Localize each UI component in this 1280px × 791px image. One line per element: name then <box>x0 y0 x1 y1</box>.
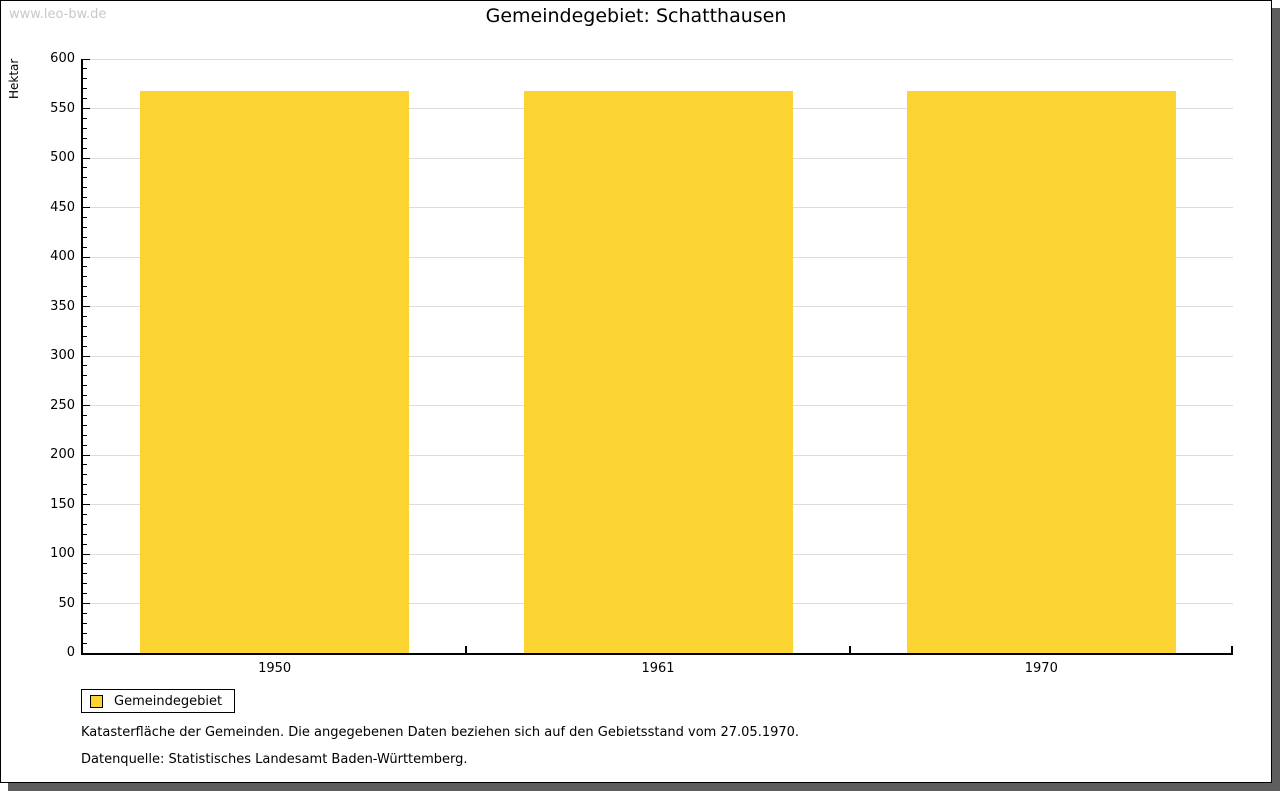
y-minor-tick-320 <box>83 335 87 337</box>
y-tick-label-600: 600 <box>50 51 75 66</box>
y-minor-tick-270 <box>83 385 87 387</box>
y-tick-label-200: 200 <box>50 447 75 462</box>
y-minor-tick-490 <box>83 167 87 169</box>
footer-source: Datenquelle: Statistisches Landesamt Bad… <box>81 752 468 767</box>
y-minor-tick-380 <box>83 276 87 278</box>
y-minor-tick-310 <box>83 345 87 347</box>
y-minor-tick-260 <box>83 395 87 397</box>
chart-title: Gemeindegebiet: Schatthausen <box>485 5 787 27</box>
y-minor-tick-10 <box>83 642 87 644</box>
y-minor-tick-470 <box>83 187 87 189</box>
y-major-tick-50 <box>83 603 90 604</box>
y-minor-tick-570 <box>83 88 87 90</box>
y-major-tick-100 <box>83 553 90 555</box>
y-minor-tick-110 <box>83 543 87 545</box>
watermark-leo-bw: www.leo-bw.de <box>9 7 107 22</box>
y-minor-tick-160 <box>83 494 87 496</box>
y-minor-tick-80 <box>83 573 87 575</box>
x-boundary-tick-2 <box>848 646 851 653</box>
y-minor-tick-440 <box>83 216 87 218</box>
y-minor-tick-290 <box>83 365 87 367</box>
y-tick-label-350: 350 <box>50 298 75 314</box>
y-minor-tick-280 <box>83 375 87 377</box>
y-tick-label-250: 250 <box>50 397 75 413</box>
y-minor-tick-460 <box>83 197 87 199</box>
x-axis-end-tick <box>1231 646 1233 653</box>
y-minor-tick-420 <box>83 236 87 238</box>
y-minor-tick-530 <box>83 127 87 129</box>
legend-label-gemeindegebiet: Gemeindegebiet <box>114 693 223 709</box>
x-tick-label-1970: 1970 <box>1024 661 1058 676</box>
y-minor-tick-120 <box>83 533 87 535</box>
x-tick-label-1950: 1950 <box>258 661 292 676</box>
y-axis-title: Hektar <box>7 58 21 99</box>
y-minor-tick-230 <box>83 424 87 426</box>
y-minor-tick-240 <box>83 414 87 416</box>
y-minor-tick-140 <box>83 513 87 515</box>
bar-1950 <box>140 90 410 653</box>
y-minor-tick-70 <box>83 583 87 585</box>
y-minor-tick-20 <box>83 632 87 634</box>
y-minor-tick-190 <box>83 464 87 466</box>
y-minor-tick-590 <box>83 68 87 70</box>
y-major-tick-250 <box>83 405 90 406</box>
bar-1970 <box>906 90 1176 653</box>
x-tick-label-1961: 1961 <box>641 661 675 676</box>
y-major-tick-200 <box>83 454 90 456</box>
y-minor-tick-390 <box>83 266 87 268</box>
y-tick-label-100: 100 <box>50 546 75 561</box>
y-minor-tick-370 <box>83 286 87 288</box>
y-minor-tick-410 <box>83 246 87 248</box>
y-minor-tick-560 <box>83 98 87 100</box>
y-major-tick-450 <box>83 207 90 208</box>
y-major-tick-500 <box>83 157 90 159</box>
y-minor-tick-580 <box>83 78 87 80</box>
y-minor-tick-220 <box>83 434 87 436</box>
footer-note: Katasterfläche der Gemeinden. Die angege… <box>81 725 800 740</box>
bar-1961 <box>523 90 793 653</box>
y-minor-tick-540 <box>83 117 87 119</box>
y-tick-label-50: 50 <box>58 595 75 611</box>
y-minor-tick-360 <box>83 296 87 298</box>
y-minor-tick-480 <box>83 177 87 179</box>
y-minor-tick-330 <box>83 325 87 327</box>
y-minor-tick-340 <box>83 315 87 317</box>
y-major-tick-350 <box>83 306 90 307</box>
y-tick-label-500: 500 <box>50 150 75 165</box>
plot-area <box>81 58 1233 655</box>
y-tick-label-0: 0 <box>66 645 75 660</box>
y-major-tick-550 <box>83 108 90 109</box>
y-minor-tick-510 <box>83 147 87 149</box>
y-tick-label-150: 150 <box>50 496 75 512</box>
y-tick-label-450: 450 <box>50 199 75 215</box>
legend-box: Gemeindegebiet <box>81 689 236 713</box>
y-minor-tick-90 <box>83 563 87 565</box>
y-minor-tick-180 <box>83 474 87 476</box>
y-tick-label-550: 550 <box>50 100 75 116</box>
y-minor-tick-40 <box>83 612 87 614</box>
gridline-600 <box>83 58 1233 60</box>
y-minor-tick-430 <box>83 226 87 228</box>
y-major-tick-300 <box>83 355 90 357</box>
y-major-tick-400 <box>83 256 90 258</box>
y-minor-tick-130 <box>83 523 87 525</box>
y-minor-tick-210 <box>83 444 87 446</box>
y-minor-tick-60 <box>83 593 87 595</box>
y-tick-label-300: 300 <box>50 348 75 363</box>
y-minor-tick-170 <box>83 484 87 486</box>
y-major-tick-600 <box>83 58 90 60</box>
legend-swatch-gemeindegebiet <box>90 694 103 708</box>
x-boundary-tick-1 <box>465 646 468 653</box>
y-major-tick-150 <box>83 504 90 505</box>
y-tick-label-400: 400 <box>50 249 75 264</box>
y-minor-tick-30 <box>83 622 87 624</box>
y-minor-tick-520 <box>83 137 87 139</box>
